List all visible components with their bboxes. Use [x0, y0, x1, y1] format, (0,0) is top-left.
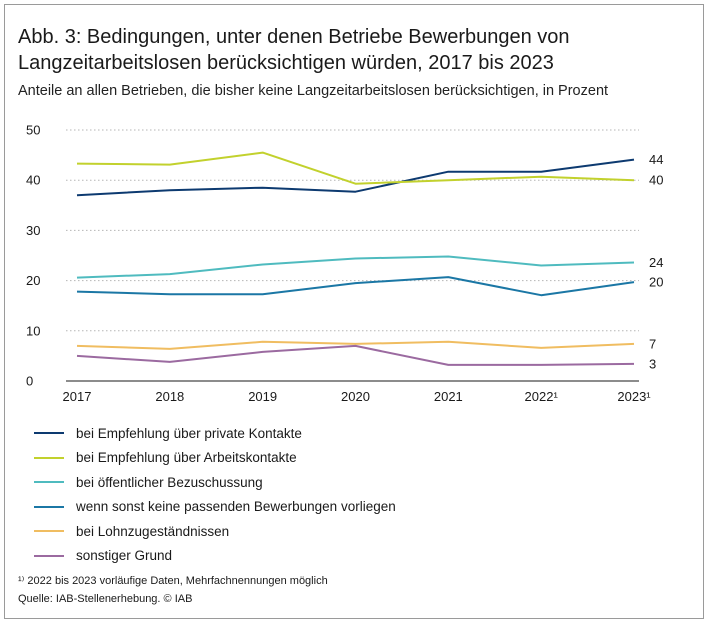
y-tick-label: 40	[26, 173, 40, 188]
legend-item: bei Empfehlung über private Kontakte	[34, 421, 396, 446]
series-line-0	[76, 158, 635, 197]
x-tick-label: 2020	[341, 389, 370, 404]
series-line-1	[76, 151, 635, 185]
y-tick-label: 20	[26, 273, 40, 288]
legend: bei Empfehlung über private Kontakte bei …	[34, 421, 396, 568]
y-tick-label: 50	[26, 123, 40, 138]
chart-subtitle: Anteile an allen Betrieben, die bisher k…	[18, 83, 609, 99]
series-line-3	[76, 276, 635, 297]
legend-label: bei Lohnzugeständnissen	[76, 523, 230, 539]
legend-item: sonstiger Grund	[34, 544, 396, 569]
legend-item: bei Lohnzugeständnissen	[34, 519, 396, 544]
legend-swatch	[34, 456, 64, 459]
x-tick-label: 2018	[155, 389, 184, 404]
x-tick-label: 2022¹	[525, 389, 559, 404]
end-label: 3	[649, 356, 656, 371]
legend-swatch	[34, 530, 64, 533]
x-tick-label: 2021	[434, 389, 463, 404]
end-label: 24	[649, 255, 663, 270]
legend-swatch	[34, 505, 64, 508]
footnote: ¹⁾ 2022 bis 2023 vorläufige Daten, Mehrf…	[18, 575, 328, 587]
source-note: Quelle: IAB-Stellenerhebung. © IAB	[18, 593, 193, 605]
x-axis-ticks: 2017 2018 2019 2020 2021 2022¹ 2023¹	[63, 389, 652, 404]
legend-item: bei Empfehlung über Arbeitskontakte	[34, 446, 396, 471]
series-lines	[76, 151, 635, 366]
end-labels: 44 40 24 20 7 3	[649, 152, 663, 371]
y-tick-label: 30	[26, 223, 40, 238]
chart-frame	[4, 4, 704, 619]
end-label: 40	[649, 173, 663, 188]
legend-label: bei Empfehlung über private Kontakte	[76, 425, 302, 441]
grid-lines	[66, 129, 639, 382]
chart-title: Abb. 3: Bedingungen, unter denen Betrieb…	[18, 26, 570, 74]
legend-label: wenn sonst keine passenden Bewerbungen v…	[76, 499, 396, 515]
series-line-4	[76, 340, 635, 350]
x-tick-label: 2019	[248, 389, 277, 404]
end-label: 20	[649, 275, 663, 290]
x-tick-label: 2023¹	[617, 389, 651, 404]
end-label: 7	[649, 336, 656, 351]
series-line-2	[76, 255, 635, 279]
y-tick-label: 0	[26, 374, 33, 389]
legend-swatch	[34, 432, 64, 435]
y-tick-label: 10	[26, 323, 40, 338]
legend-label: bei Empfehlung über Arbeitskontakte	[76, 450, 297, 466]
legend-label: bei öffentlicher Bezuschussung	[76, 474, 263, 490]
legend-swatch	[34, 481, 64, 484]
x-tick-label: 2017	[63, 389, 92, 404]
end-label: 44	[649, 152, 663, 167]
legend-item: wenn sonst keine passenden Bewerbungen v…	[34, 495, 396, 520]
legend-item: bei öffentlicher Bezuschussung	[34, 470, 396, 495]
y-axis-ticks: 0 10 20 30 40 50	[26, 123, 40, 389]
legend-label: sonstiger Grund	[76, 548, 173, 564]
legend-swatch	[34, 554, 64, 557]
series-line-5	[76, 344, 635, 366]
